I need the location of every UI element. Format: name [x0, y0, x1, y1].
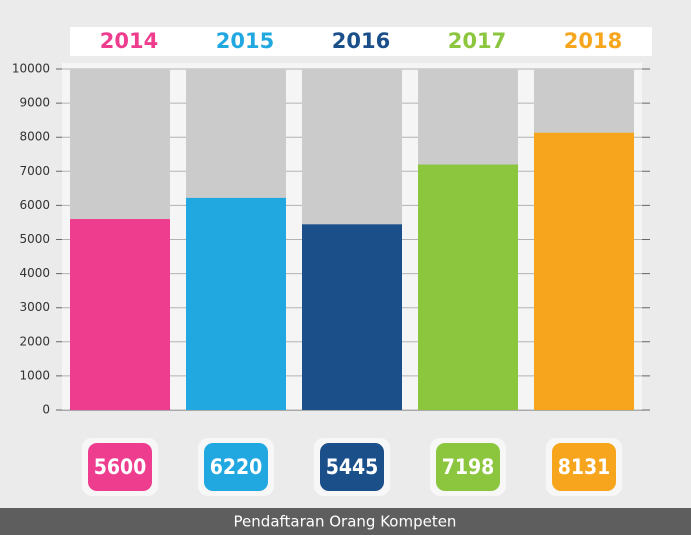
badge: [436, 443, 500, 491]
bar: [186, 197, 286, 410]
bar: [418, 164, 518, 410]
bar: [534, 132, 634, 410]
y-tick-label: 1000: [19, 368, 50, 382]
y-tick-label: 6000: [19, 198, 50, 212]
data-label: 5600: [94, 455, 147, 479]
year-box: [302, 27, 420, 56]
data-label: 5445: [326, 455, 379, 479]
y-tick-label: 2000: [19, 334, 50, 348]
year-box: [186, 27, 304, 56]
badge: [552, 443, 616, 491]
badge: [204, 443, 268, 491]
data-label: 8131: [558, 455, 611, 479]
x-tick-label: 2017: [448, 29, 506, 53]
y-tick-label: 4000: [19, 266, 50, 280]
y-tick-label: 5000: [19, 232, 50, 246]
y-tick-label: 10000: [12, 62, 50, 76]
data-label: 7198: [442, 455, 495, 479]
x-tick-label: 2014: [100, 29, 158, 53]
bar: [302, 224, 402, 410]
y-tick-label: 8000: [19, 130, 50, 144]
y-tick-label: 3000: [19, 300, 50, 314]
chart-title: Pendaftaran Orang Kompeten: [234, 513, 457, 531]
y-tick-label: 7000: [19, 164, 50, 178]
badge: [88, 443, 152, 491]
x-tick-label: 2018: [564, 29, 622, 53]
data-label: 6220: [210, 455, 263, 479]
year-box: [534, 27, 652, 56]
y-tick-label: 9000: [19, 96, 50, 110]
year-box: [70, 27, 188, 56]
bar: [70, 219, 170, 410]
x-tick-label: 2016: [332, 29, 390, 53]
y-tick-label: 0: [42, 403, 50, 417]
x-tick-label: 2015: [216, 29, 274, 53]
year-box: [418, 27, 536, 56]
footer-band: [0, 508, 691, 535]
badge: [320, 443, 384, 491]
